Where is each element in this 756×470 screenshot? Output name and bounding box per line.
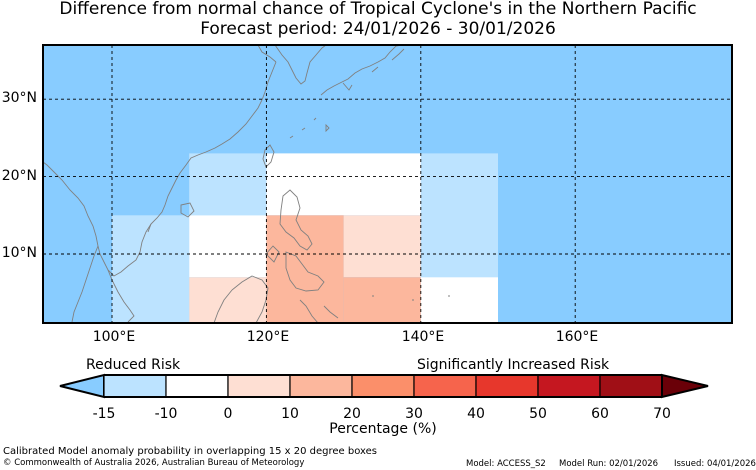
anomaly-box (189, 277, 267, 323)
legend-tick-label: 40 (467, 406, 485, 422)
coastline-borneo (213, 275, 269, 323)
legend-tick-label: 30 (405, 406, 423, 422)
map-title-line2: Forecast period: 24/01/2026 - 30/01/2026 (200, 19, 556, 39)
colorbar-extend-low (59, 373, 105, 399)
anomaly-box (112, 215, 190, 323)
anomaly-box (343, 277, 421, 323)
map-frame (42, 44, 733, 324)
legend-increased-risk-label: Significantly Increased Risk (417, 357, 610, 373)
footer-note: Calibrated Model anomaly probability in … (3, 446, 378, 457)
legend-tick-label: 60 (591, 406, 609, 422)
legend-tick-label: -10 (154, 406, 178, 422)
lon-label-160e: 160°E (555, 329, 599, 345)
footer-issued: Issued: 04/01/2026 (674, 459, 756, 469)
legend-tick-label: 10 (281, 406, 299, 422)
colorbar-segment (599, 374, 663, 398)
anomaly-box (266, 215, 344, 323)
coastline-islands (372, 295, 450, 301)
colorbar (59, 373, 709, 399)
lat-label-30n: 30°N (1, 90, 37, 106)
lon-label-120e: 120°E (246, 329, 290, 345)
legend-tick-label: -15 (92, 406, 116, 422)
anomaly-box (343, 215, 421, 278)
anomaly-boxes (112, 153, 498, 323)
map-title-line1: Difference from normal chance of Tropica… (59, 0, 697, 19)
coastline-hainan (180, 202, 195, 218)
legend-axis-label: Percentage (%) (329, 421, 437, 437)
coastline-indochina (43, 161, 152, 277)
colorbar-segment (537, 374, 601, 398)
coastline-sulawesi (299, 299, 339, 323)
colorbar-segment (413, 374, 477, 398)
graticule (43, 45, 732, 323)
anomaly-box (420, 277, 498, 323)
legend-tick-label: 0 (223, 406, 233, 422)
anomaly-box (189, 215, 267, 278)
anomaly-box (420, 153, 498, 278)
legend-tick-label: 70 (653, 406, 671, 422)
lat-label-20n: 20°N (1, 168, 37, 184)
colorbar-segment (289, 374, 353, 398)
colorbar-segment (103, 374, 167, 398)
colorbar-segment (351, 374, 415, 398)
coastline-ryukyu (289, 117, 330, 139)
colorbar-segment (165, 374, 229, 398)
legend-reduced-risk-label: Reduced Risk (86, 357, 181, 373)
lon-label-140e: 140°E (401, 329, 445, 345)
lon-label-100e: 100°E (92, 329, 136, 345)
colorbar-extend-high (661, 373, 709, 399)
coastline-korea-bay (257, 45, 277, 63)
colorbar-segment (227, 374, 291, 398)
legend-tick-label: 50 (529, 406, 547, 422)
coastline-taiwan (262, 144, 275, 168)
footer-model-run: Model Run: 02/01/2026 (559, 459, 659, 469)
lat-label-10n: 10°N (1, 245, 37, 261)
coastline-japan (320, 45, 405, 96)
legend-tick-label: 20 (343, 406, 361, 422)
anomaly-box (266, 153, 421, 216)
coastline-philippines (265, 189, 325, 292)
anomaly-box (189, 153, 267, 216)
footer-model: Model: ACCESS_S2 (466, 459, 546, 469)
colorbar-segment (475, 374, 539, 398)
coastline-china (147, 61, 277, 233)
coastline-korea (274, 45, 327, 85)
coastlines (43, 45, 450, 323)
footer-copyright: © Commonwealth of Australia 2026, Austra… (3, 458, 305, 468)
